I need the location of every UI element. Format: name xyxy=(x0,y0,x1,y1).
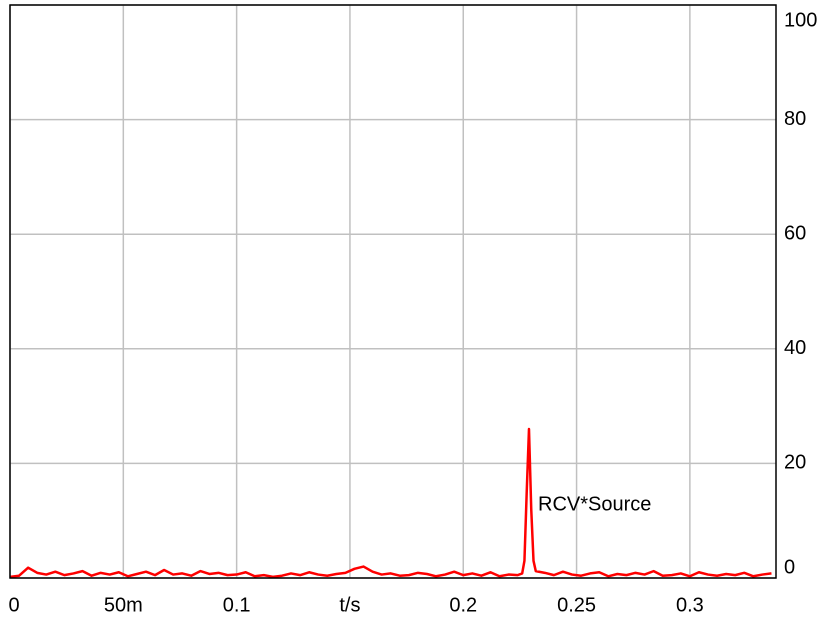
y-tick-label: 40 xyxy=(784,337,806,359)
x-tick-label: 0.3 xyxy=(676,594,704,616)
x-tick-label: 0.2 xyxy=(449,594,477,616)
y-tick-label: 80 xyxy=(784,108,806,130)
x-tick-label: 50m xyxy=(104,594,143,616)
data-line xyxy=(10,427,772,578)
x-tick-label: 0 xyxy=(8,594,19,616)
y-tick-label: 20 xyxy=(784,452,806,474)
x-tick-label: 0.1 xyxy=(223,594,251,616)
x-tick-label: t/s xyxy=(339,594,360,616)
plot-border xyxy=(9,4,777,579)
plot-area xyxy=(10,5,776,578)
y-tick-label: 0 xyxy=(784,556,795,578)
y-tick-label: 100 xyxy=(784,9,817,31)
y-tick-label: 60 xyxy=(784,222,806,244)
x-tick-label: 0.25 xyxy=(557,594,596,616)
annotation: RCV*Source xyxy=(538,493,651,515)
